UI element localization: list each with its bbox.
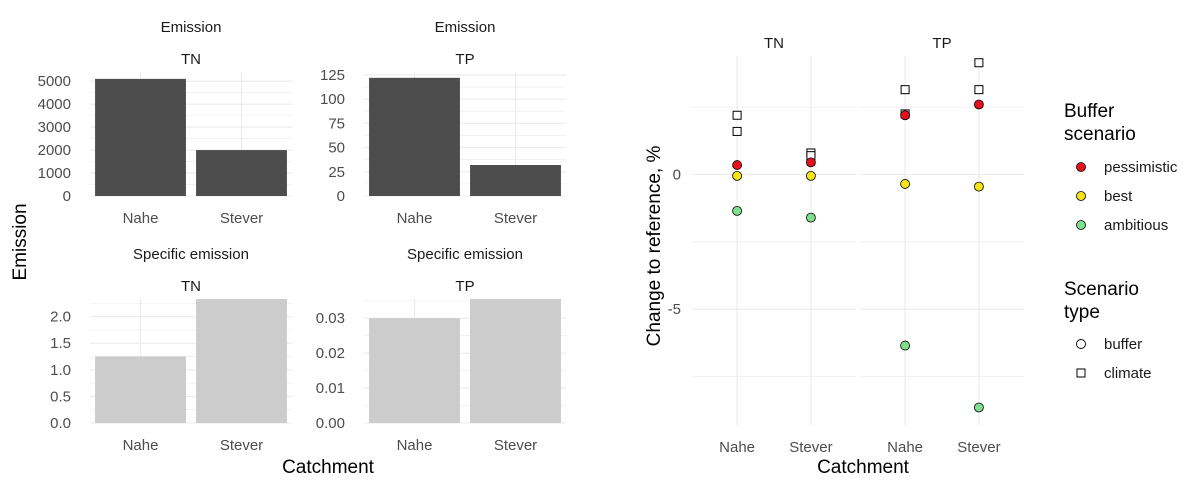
point-buffer-best <box>732 170 742 181</box>
legend-label-ambitious: ambitious <box>1104 217 1168 234</box>
y-tick-label: 100 <box>320 91 345 108</box>
y-tick-label: 3000 <box>38 119 71 136</box>
x-tick-label: Nahe <box>397 210 433 227</box>
legend-key-best <box>1076 191 1086 201</box>
left-y-axis-title: Emission <box>10 203 31 280</box>
bar-nahe <box>369 318 460 423</box>
legend-label-buffer: buffer <box>1104 336 1142 353</box>
point-climate <box>732 126 742 136</box>
y-tick-label: 0 <box>63 188 71 205</box>
point-buffer-ambitious <box>732 205 742 216</box>
left-x-axis-title: Catchment <box>282 457 375 478</box>
point-climate <box>732 110 742 120</box>
point-buffer-best <box>974 181 984 192</box>
x-tick-label: Nahe <box>397 437 433 454</box>
y-tick-label: 1000 <box>38 165 71 182</box>
bar-panel: Specific emission TN 0.0 0.5 1.0 1.5 2.0 Nahe St… <box>50 246 292 454</box>
y-tick-label: 1.0 <box>50 362 71 379</box>
bar-panel: Emission TP 0 25 50 75 100 125 Nahe Stever <box>320 19 566 227</box>
facet-subtitle: TN <box>181 51 201 68</box>
y-tick-label: 2.0 <box>50 309 71 326</box>
point-buffer-ambitious <box>806 212 816 223</box>
y-tick-label: 2000 <box>38 142 71 159</box>
bar-stever <box>470 165 561 196</box>
bar-stever <box>196 299 287 423</box>
point-climate <box>974 85 984 95</box>
y-tick-label: 5000 <box>38 73 71 90</box>
bar-nahe <box>95 356 186 423</box>
y-tick-label: -5 <box>668 301 681 318</box>
y-tick-label: 0.02 <box>316 345 345 362</box>
y-tick-label: 25 <box>328 164 345 181</box>
facet-title: Emission <box>161 19 222 36</box>
bar-panel: Emission TN 0 1000 2000 3000 4000 5000 Nahe Steve… <box>38 19 292 227</box>
x-tick-label: Stever <box>220 210 263 227</box>
legend-title-buffer-line2: scenario <box>1064 124 1136 145</box>
y-tick-label: 0.03 <box>316 310 345 327</box>
facet-tn: TN Nahe Stever <box>692 35 856 456</box>
facet-strip-label: TP <box>932 35 951 52</box>
y-tick-label: 0 <box>337 188 345 205</box>
bar-nahe <box>369 77 460 196</box>
x-tick-label: Stever <box>220 437 263 454</box>
facet-strip-label: TN <box>764 35 784 52</box>
y-tick-label: 0.5 <box>50 388 71 405</box>
facet-title: Emission <box>435 19 496 36</box>
x-tick-label: Stever <box>789 439 832 456</box>
y-tick-label: 1.5 <box>50 335 71 352</box>
legend-label-pessimistic: pessimistic <box>1104 159 1178 176</box>
legend-key-buffer <box>1076 339 1086 349</box>
legend-title-type-line2: type <box>1064 302 1100 323</box>
y-tick-label: 0 <box>673 167 681 184</box>
y-tick-label: 0.00 <box>316 415 345 432</box>
point-buffer-best <box>806 170 816 181</box>
legend-title-buffer-line1: Buffer <box>1064 101 1115 122</box>
y-tick-label: 50 <box>328 140 345 157</box>
bar-stever <box>470 299 561 423</box>
y-tick-label: 4000 <box>38 96 71 113</box>
point-climate <box>900 85 910 95</box>
x-tick-label: Nahe <box>719 439 755 456</box>
x-tick-label: Stever <box>494 210 537 227</box>
point-buffer-pessimistic <box>806 157 816 168</box>
facet-tp: TP Nahe Stever <box>860 35 1024 456</box>
legend-key-ambitious <box>1076 220 1086 230</box>
point-buffer-ambitious <box>900 340 910 351</box>
point-buffer-pessimistic <box>732 160 742 170</box>
facet-subtitle: TN <box>181 278 201 295</box>
facet-title: Specific emission <box>407 246 523 263</box>
x-tick-label: Nahe <box>887 439 923 456</box>
x-tick-label: Nahe <box>123 437 159 454</box>
x-tick-label: Nahe <box>123 210 159 227</box>
x-tick-label: Stever <box>957 439 1000 456</box>
legend-key-pessimistic <box>1076 162 1086 172</box>
point-buffer-pessimistic <box>974 99 984 110</box>
facet-subtitle: TP <box>455 278 474 295</box>
x-tick-label: Stever <box>494 437 537 454</box>
point-buffer-pessimistic <box>900 110 910 121</box>
point-climate <box>974 58 984 68</box>
bar-nahe <box>95 78 186 196</box>
bar-stever <box>196 150 287 196</box>
point-buffer-best <box>900 179 910 189</box>
point-buffer-ambitious <box>974 402 984 413</box>
y-tick-label: 0.0 <box>50 415 71 432</box>
y-tick-label: 125 <box>320 67 345 84</box>
right-y-axis-title: Change to reference, % <box>644 146 665 347</box>
legend-title-type-line1: Scenario <box>1064 279 1139 300</box>
y-tick-label: 0.01 <box>316 380 345 397</box>
y-tick-label: 75 <box>328 115 345 132</box>
facet-title: Specific emission <box>133 246 249 263</box>
right-scatter-panel: TN Nahe Stever TP Nahe Stever 0 -5 <box>668 35 1024 456</box>
bar-panel: Specific emission TP 0.00 0.01 0.02 0.03 Nahe S… <box>316 246 566 454</box>
legend-label-best: best <box>1104 188 1133 205</box>
facet-subtitle: TP <box>455 51 474 68</box>
legend-label-climate: climate <box>1104 365 1152 382</box>
legend-key-climate <box>1076 368 1086 378</box>
right-x-axis-title: Catchment <box>817 457 910 478</box>
